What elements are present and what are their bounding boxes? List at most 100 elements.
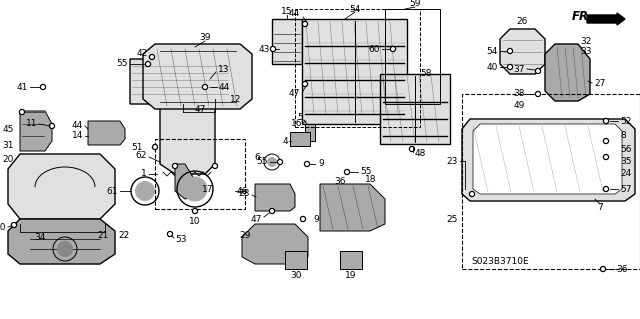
Circle shape [604,138,609,144]
Text: 50: 50 [0,224,6,233]
Circle shape [305,161,310,167]
Bar [462,94,640,269]
Text: 1: 1 [141,169,147,179]
FancyArrow shape [587,13,625,25]
Text: 32: 32 [580,36,591,46]
Circle shape [272,48,275,50]
Circle shape [40,85,45,90]
Polygon shape [8,219,115,264]
Text: 37: 37 [513,64,525,73]
Circle shape [173,164,177,168]
Circle shape [145,62,150,66]
Circle shape [509,66,511,68]
Text: 5: 5 [297,113,303,122]
Text: 35: 35 [620,158,632,167]
Circle shape [605,156,607,158]
Text: 21: 21 [97,232,108,241]
Text: 44: 44 [72,122,83,130]
Circle shape [410,146,415,152]
Circle shape [303,21,307,26]
Text: 6: 6 [254,152,260,161]
Bar [290,132,310,146]
Circle shape [135,181,155,201]
Text: 9: 9 [313,214,319,224]
Polygon shape [20,111,52,151]
Text: 59: 59 [409,0,420,9]
Text: 13: 13 [218,64,230,73]
Circle shape [604,118,609,123]
Text: 15: 15 [281,8,292,17]
Circle shape [269,209,275,213]
Circle shape [147,63,149,65]
Circle shape [214,165,216,167]
Text: 45: 45 [3,124,14,133]
Text: 18: 18 [365,174,376,183]
Polygon shape [500,29,545,74]
Polygon shape [320,184,385,231]
Circle shape [278,160,282,165]
Text: 47: 47 [195,105,205,114]
Text: 60: 60 [369,44,380,54]
Text: 9: 9 [318,160,324,168]
Circle shape [301,217,305,221]
Text: 58: 58 [420,70,431,78]
Circle shape [204,86,206,88]
Text: 39: 39 [199,33,211,42]
Text: 54: 54 [349,4,361,13]
Text: 7: 7 [597,203,603,211]
Circle shape [605,188,607,190]
Text: 36: 36 [334,176,346,186]
Polygon shape [130,59,230,104]
Circle shape [301,218,304,220]
Circle shape [194,210,196,212]
Text: 38: 38 [513,90,525,99]
Circle shape [267,157,277,167]
Text: 41: 41 [17,83,28,92]
Text: 28: 28 [239,189,250,198]
Circle shape [508,48,513,54]
Text: 57: 57 [620,184,632,194]
Text: 4: 4 [282,137,288,145]
Circle shape [168,232,173,236]
Text: 36: 36 [616,264,627,273]
Polygon shape [175,164,200,199]
Circle shape [202,85,207,90]
Polygon shape [242,224,308,264]
Circle shape [51,125,53,127]
Circle shape [150,55,154,60]
Text: 42: 42 [137,49,148,58]
Text: 16: 16 [291,120,302,129]
Text: 44: 44 [219,83,230,92]
Circle shape [49,123,54,129]
Text: 23: 23 [447,157,458,166]
Circle shape [154,146,156,148]
Text: 33: 33 [580,47,591,56]
Circle shape [303,81,307,86]
Circle shape [411,148,413,150]
Polygon shape [305,124,315,141]
Circle shape [304,83,307,85]
Circle shape [152,145,157,150]
Circle shape [42,86,44,88]
Polygon shape [462,119,635,201]
Circle shape [390,47,396,51]
Text: 47: 47 [251,214,262,224]
Bar [295,9,420,127]
Polygon shape [8,154,115,219]
Text: 40: 40 [486,63,498,71]
Text: 52: 52 [620,116,632,125]
Text: 55: 55 [360,167,371,176]
Text: 44: 44 [289,10,300,19]
Circle shape [536,92,541,97]
Text: 25: 25 [447,214,458,224]
Circle shape [271,210,273,212]
Text: 56: 56 [620,145,632,153]
Text: 30: 30 [291,271,301,279]
Circle shape [536,69,541,73]
Text: S023B3710E: S023B3710E [471,256,529,265]
Text: 10: 10 [189,218,201,226]
Text: 20: 20 [3,154,14,164]
Circle shape [600,266,605,271]
Circle shape [279,161,281,163]
Text: 43: 43 [259,44,270,54]
